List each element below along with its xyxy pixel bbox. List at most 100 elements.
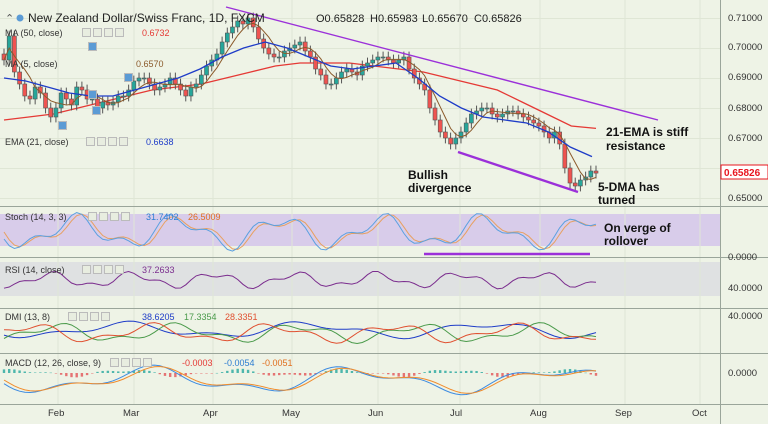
settings-icon[interactable]	[93, 265, 102, 274]
eye-icon[interactable]	[88, 212, 97, 221]
ma5-label[interactable]: MA (5, close)	[5, 59, 58, 69]
more-icon[interactable]	[119, 137, 128, 146]
macd-histogram-bar	[267, 373, 271, 376]
stoch-label[interactable]: Stoch (14, 3, 3)	[5, 212, 67, 222]
more-icon[interactable]	[115, 28, 124, 37]
candle-body	[100, 101, 105, 109]
candle-body	[240, 20, 246, 25]
stoch-k-path	[3, 212, 597, 252]
eye-icon[interactable]	[68, 312, 77, 321]
price-tick-label: 0.65000	[728, 193, 762, 204]
candle-body	[183, 89, 189, 97]
eye-icon[interactable]	[110, 358, 119, 367]
macd-histogram-bar	[85, 373, 89, 376]
indicator-legends: MA (50, close) 0.6732 MA (5, close) 0.65…	[5, 28, 293, 368]
eye-icon[interactable]	[82, 28, 91, 37]
more-icon[interactable]	[121, 212, 130, 221]
stoch-d-value: 26.5009	[188, 212, 221, 222]
macd-histogram-bar	[122, 371, 125, 373]
macd-histogram-bar	[454, 371, 457, 373]
price-tick-label: 0.68000	[728, 103, 762, 114]
close-icon[interactable]	[132, 358, 141, 367]
macd-histogram-bar	[355, 372, 359, 373]
macd-histogram-bar	[594, 373, 598, 376]
macd-histogram-bar	[44, 372, 47, 373]
ma5-value: 0.6570	[136, 59, 164, 69]
macd-histogram-bar	[75, 373, 78, 378]
price-axis-area	[720, 0, 768, 424]
candle-body	[588, 170, 594, 178]
macd-histogram-bar	[475, 371, 478, 373]
candle-body	[188, 86, 194, 97]
eye-icon[interactable]	[82, 265, 91, 274]
candle-body	[256, 26, 261, 40]
dmi-label[interactable]: DMI (13, 8)	[5, 312, 50, 322]
macd-histogram-bar	[376, 373, 380, 374]
ma50-label[interactable]: MA (50, close)	[5, 28, 63, 38]
candle-body	[463, 122, 469, 133]
time-axis-area	[0, 404, 720, 424]
price-tick-label: 0.71000	[728, 13, 762, 24]
macd-histogram-bar	[335, 368, 338, 373]
visibility-toggle-icon[interactable]	[58, 121, 67, 130]
macd-histogram-bar	[568, 369, 572, 373]
rsi-label[interactable]: RSI (14, close)	[5, 265, 65, 275]
settings-icon[interactable]	[79, 312, 88, 321]
rsi-tick-label: 40.0000	[728, 283, 762, 294]
candle-body	[313, 56, 318, 70]
annotation-rollover: On verge of rollover	[604, 221, 674, 248]
macd-histogram-bar	[23, 371, 26, 373]
macd-label[interactable]: MACD (12, 26, close, 9)	[5, 358, 101, 368]
macd-histogram-bar	[371, 373, 374, 374]
macd-histogram-bar	[501, 373, 504, 378]
candle-body	[141, 77, 147, 80]
candle-body	[193, 83, 199, 88]
macd-histogram-bar	[459, 371, 463, 373]
visibility-toggle-icon[interactable]	[88, 42, 97, 51]
candle-body	[432, 107, 438, 121]
dmi-adx-path	[3, 320, 597, 340]
more-icon[interactable]	[101, 312, 110, 321]
settings-icon[interactable]	[97, 137, 106, 146]
candle-body	[302, 41, 308, 52]
price-tick-label: 0.69000	[728, 72, 762, 83]
macd-histogram-bar	[433, 370, 437, 373]
candle-body	[53, 107, 59, 118]
settings-icon[interactable]	[93, 28, 102, 37]
candle-body	[453, 137, 459, 145]
close-icon[interactable]	[108, 137, 117, 146]
macd	[2, 364, 598, 396]
candle-body	[157, 86, 163, 91]
collapse-chevron-icon[interactable]: ⌃	[5, 13, 14, 25]
candle-body	[43, 92, 48, 109]
more-icon[interactable]	[115, 265, 124, 274]
visibility-toggle-icon[interactable]	[88, 90, 97, 99]
macd-histogram-bar	[418, 373, 421, 374]
close-icon[interactable]	[90, 312, 99, 321]
settings-icon[interactable]	[121, 358, 130, 367]
macd-histogram-bar	[485, 373, 489, 374]
close-icon[interactable]	[110, 212, 119, 221]
candle-body	[282, 50, 287, 58]
macd-histogram-bar	[117, 371, 120, 373]
visibility-toggle-icon[interactable]	[92, 106, 101, 115]
close-icon[interactable]	[104, 28, 113, 37]
macd-histogram-bar	[340, 368, 343, 373]
ema21-label[interactable]: EMA (21, close)	[5, 137, 69, 147]
more-icon[interactable]	[143, 358, 152, 367]
macd-histogram-bar	[522, 373, 525, 374]
macd-histogram-bar	[532, 372, 535, 373]
stoch-lines	[3, 212, 597, 252]
macd-histogram-bar	[2, 369, 6, 373]
macd-histogram-bar	[293, 373, 297, 375]
eye-icon[interactable]	[86, 137, 95, 146]
stoch-d-path	[3, 213, 597, 251]
settings-icon[interactable]	[99, 212, 108, 221]
macd-histogram-bar	[49, 372, 52, 374]
annotation-ema-line2: resistance	[606, 139, 666, 153]
macd-histogram-bar	[59, 373, 63, 375]
visibility-toggle-icon[interactable]	[124, 73, 133, 82]
candle-body	[178, 83, 183, 91]
candle-body	[448, 137, 453, 145]
close-icon[interactable]	[104, 265, 113, 274]
